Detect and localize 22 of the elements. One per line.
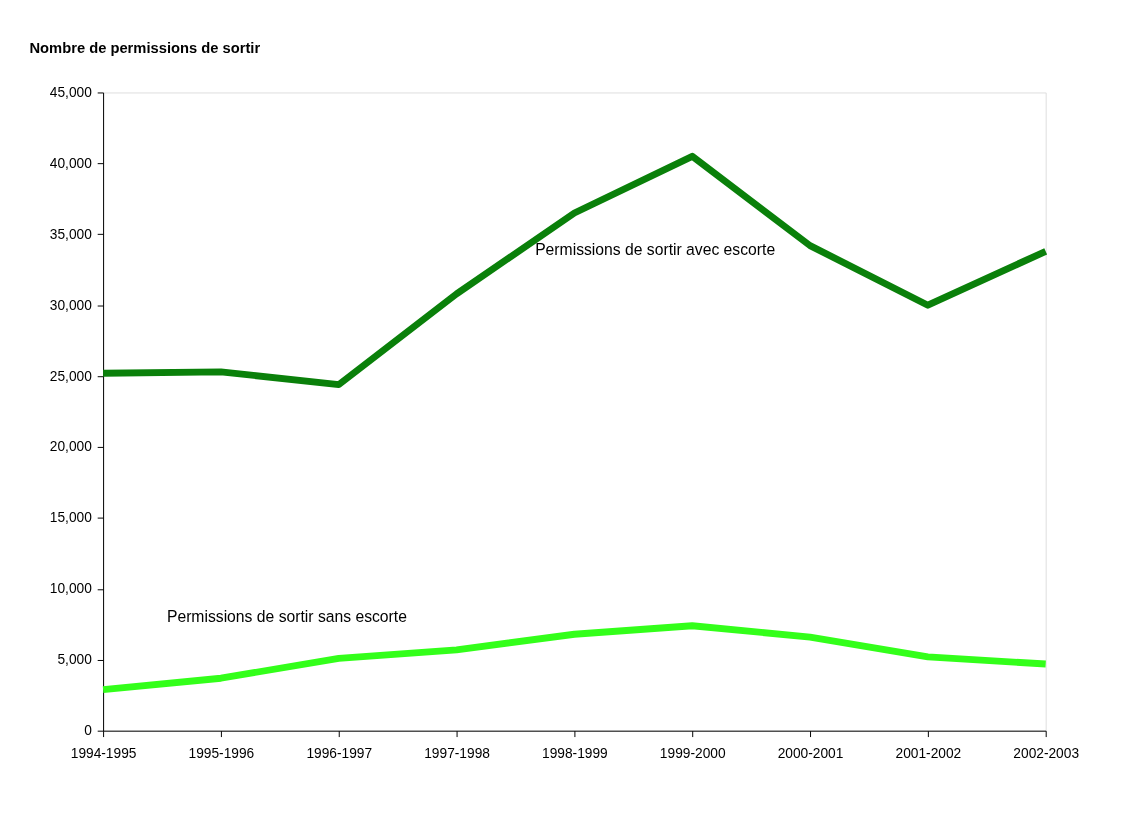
y-tick-label: 25,000: [49, 368, 93, 384]
y-tick-label: 20,000: [49, 439, 93, 455]
y-tick-label: 35,000: [49, 226, 93, 242]
y-tick-label: 0: [84, 723, 93, 739]
x-tick-label: 1999-2000: [659, 745, 726, 761]
x-tick-label: 1997-1998: [424, 745, 491, 761]
x-tick-label: 2000-2001: [777, 745, 844, 761]
x-tick-label: 1994-1995: [70, 745, 137, 761]
chart-title: Nombre de permissions de sortir: [29, 40, 261, 57]
y-tick-label: 45,000: [49, 84, 93, 100]
x-tick-label: 2002-2003: [1013, 745, 1080, 761]
series-label: Permissions de sortir avec escorte: [535, 241, 776, 259]
series-label: Permissions de sortir sans escorte: [166, 608, 408, 626]
x-tick-label: 1998-1999: [542, 745, 608, 761]
x-tick-label: 1996-1997: [306, 745, 373, 761]
x-tick-label: 1995-1996: [188, 745, 255, 761]
y-tick-label: 30,000: [49, 297, 93, 313]
y-tick-label: 10,000: [49, 581, 93, 597]
y-tick-label: 5,000: [57, 652, 93, 668]
x-tick-label: 2001-2002: [895, 745, 962, 761]
y-tick-label: 40,000: [49, 155, 93, 171]
y-tick-label: 15,000: [49, 510, 93, 526]
